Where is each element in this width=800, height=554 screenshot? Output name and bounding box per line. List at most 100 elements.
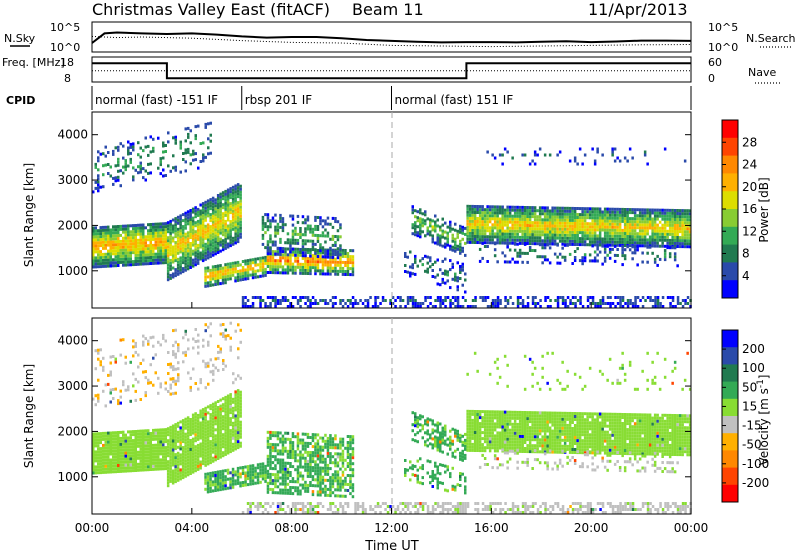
range-cell: [461, 283, 464, 287]
range-cell: [274, 305, 277, 308]
range-cell: [666, 238, 669, 242]
range-cell: [321, 246, 325, 250]
range-cell: [209, 255, 212, 259]
power-ytick-label: 1000: [57, 264, 88, 278]
range-cell: [653, 217, 657, 221]
range-cell: [186, 231, 190, 235]
range-cell: [199, 233, 202, 237]
range-cell: [653, 214, 657, 218]
range-cell: [154, 231, 157, 235]
range-cell: [134, 439, 137, 442]
range-cell: [329, 246, 332, 250]
range-cell: [109, 470, 112, 474]
range-cell: [454, 278, 457, 282]
range-cell: [147, 456, 150, 460]
range-cell: [134, 344, 137, 348]
range-cell: [301, 251, 305, 255]
range-cell: [486, 217, 489, 221]
range-cell: [234, 420, 237, 424]
range-cell: [593, 213, 597, 217]
range-cell: [289, 265, 292, 269]
range-cell: [571, 218, 574, 222]
range-cell: [349, 255, 352, 259]
range-cell: [176, 472, 180, 476]
range-cell: [341, 299, 345, 302]
range-cell: [456, 261, 459, 265]
range-cell: [127, 230, 130, 234]
range-cell: [626, 245, 629, 249]
range-cell: [588, 222, 592, 226]
range-cell: [124, 165, 127, 169]
range-cell: [236, 240, 240, 244]
range-cell: [99, 253, 102, 257]
range-cell: [109, 461, 112, 465]
range-cell: [102, 389, 105, 393]
range-cell: [643, 223, 647, 227]
range-cell: [162, 431, 165, 435]
range-cell: [117, 178, 120, 182]
range-cell: [181, 261, 185, 265]
range-cell: [204, 227, 207, 231]
range-cell: [169, 476, 172, 480]
range-cell: [226, 424, 230, 428]
range-cell: [628, 232, 632, 236]
range-cell: [154, 222, 157, 226]
range-cell: [608, 207, 612, 211]
range-cell: [464, 253, 467, 257]
range-cell: [321, 251, 325, 255]
range-cell: [658, 220, 662, 224]
range-cell: [688, 221, 692, 225]
range-cell: [236, 443, 240, 447]
cpid-segment-label: normal (fast) -151 IF: [95, 93, 218, 107]
range-cell: [668, 208, 672, 212]
range-cell: [139, 453, 142, 457]
range-cell: [454, 222, 457, 226]
range-cell: [601, 244, 604, 248]
range-cell: [631, 305, 635, 308]
range-cell: [311, 227, 315, 231]
range-cell: [239, 190, 242, 194]
range-cell: [194, 263, 197, 267]
range-cell: [513, 242, 517, 246]
range-cell: [671, 217, 674, 221]
range-cell: [526, 212, 529, 215]
range-cell: [519, 302, 522, 305]
range-cell: [638, 229, 642, 233]
range-cell: [491, 205, 494, 209]
range-cell: [166, 451, 170, 455]
range-cell: [291, 250, 295, 254]
range-cell: [164, 144, 167, 147]
range-cell: [281, 299, 285, 302]
range-cell: [419, 235, 422, 239]
power-colorbar-swatch: [722, 137, 738, 157]
range-cell: [289, 244, 292, 248]
range-cell: [608, 240, 612, 244]
range-cell: [334, 263, 337, 267]
range-cell: [179, 441, 182, 445]
range-cell: [201, 250, 205, 254]
range-cell: [488, 226, 492, 230]
range-cell: [681, 212, 684, 216]
range-cell: [274, 234, 277, 238]
range-cell: [191, 470, 195, 474]
range-cell: [119, 260, 122, 264]
range-cell: [671, 305, 675, 308]
range-cell: [329, 252, 332, 256]
range-cell: [249, 273, 252, 277]
range-cell: [501, 232, 504, 236]
range-cell: [349, 302, 352, 305]
range-cell: [112, 434, 115, 438]
range-cell: [164, 237, 167, 241]
range-cell: [346, 258, 350, 261]
range-cell: [678, 245, 682, 249]
range-cell: [654, 296, 657, 299]
range-cell: [236, 263, 240, 267]
range-cell: [239, 466, 242, 470]
range-cell: [349, 261, 352, 265]
range-cell: [226, 191, 230, 195]
range-cell: [276, 222, 280, 226]
range-cell: [117, 169, 120, 173]
range-cell: [558, 224, 562, 228]
range-cell: [491, 217, 494, 221]
range-cell: [204, 125, 207, 129]
